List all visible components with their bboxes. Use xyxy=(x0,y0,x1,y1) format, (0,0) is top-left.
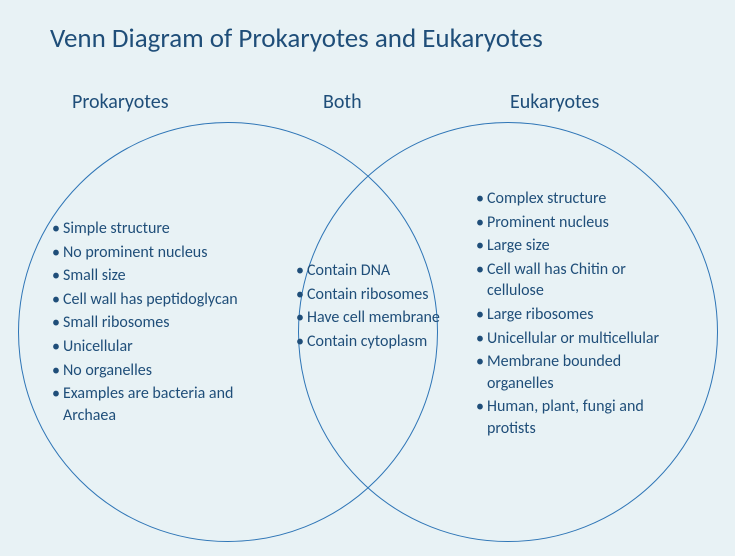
item-text: Human, plant, fungi and protists xyxy=(487,396,676,439)
bullet-icon: • xyxy=(52,265,60,287)
list-item: •Large ribosomes xyxy=(476,304,676,326)
bullet-icon: • xyxy=(476,304,484,326)
item-text: Cell wall has peptidoglycan xyxy=(63,289,252,311)
label-eukaryotes: Eukaryotes xyxy=(510,90,599,114)
list-item: •Contain ribosomes xyxy=(296,284,446,306)
list-item: •No prominent nucleus xyxy=(52,242,252,264)
bullet-icon: • xyxy=(296,284,304,306)
item-text: No prominent nucleus xyxy=(63,242,252,264)
item-text: Simple structure xyxy=(63,218,252,240)
list-item: •Contain cytoplasm xyxy=(296,331,446,353)
bullet-icon: • xyxy=(52,312,60,334)
bullet-icon: • xyxy=(296,331,304,353)
bullet-icon: • xyxy=(476,212,484,234)
bullet-icon: • xyxy=(52,383,60,405)
item-text: Unicellular or multicellular xyxy=(487,328,676,350)
item-text: Complex structure xyxy=(487,188,676,210)
bullet-icon: • xyxy=(476,259,484,281)
list-item: •Membrane bounded organelles xyxy=(476,351,676,394)
list-item: •Small ribosomes xyxy=(52,312,252,334)
bullet-icon: • xyxy=(476,188,484,210)
bullet-icon: • xyxy=(296,307,304,329)
list-item: •Human, plant, fungi and protists xyxy=(476,396,676,439)
list-item: •No organelles xyxy=(52,360,252,382)
list-item: •Cell wall has peptidoglycan xyxy=(52,289,252,311)
list-item: •Simple structure xyxy=(52,218,252,240)
list-item: •Complex structure xyxy=(476,188,676,210)
both-items: •Contain DNA•Contain ribosomes•Have cell… xyxy=(296,260,446,354)
item-text: Examples are bacteria and Archaea xyxy=(63,383,252,426)
bullet-icon: • xyxy=(52,242,60,264)
list-item: •Contain DNA xyxy=(296,260,446,282)
label-both: Both xyxy=(323,90,362,114)
item-text: Cell wall has Chitin or cellulose xyxy=(487,259,676,302)
list-item: •Have cell membrane xyxy=(296,307,446,329)
item-text: Large size xyxy=(487,235,676,257)
eukaryotes-items: •Complex structure•Prominent nucleus•Lar… xyxy=(476,188,676,442)
bullet-icon: • xyxy=(476,328,484,350)
list-item: •Prominent nucleus xyxy=(476,212,676,234)
item-text: Contain cytoplasm xyxy=(307,331,446,353)
item-text: Membrane bounded organelles xyxy=(487,351,676,394)
list-item: •Examples are bacteria and Archaea xyxy=(52,383,252,426)
diagram-title: Venn Diagram of Prokaryotes and Eukaryot… xyxy=(50,22,543,55)
item-text: Large ribosomes xyxy=(487,304,676,326)
bullet-icon: • xyxy=(476,396,484,418)
bullet-icon: • xyxy=(52,289,60,311)
list-item: •Large size xyxy=(476,235,676,257)
bullet-icon: • xyxy=(476,351,484,373)
bullet-icon: • xyxy=(296,260,304,282)
item-text: Prominent nucleus xyxy=(487,212,676,234)
label-prokaryotes: Prokaryotes xyxy=(72,90,169,114)
bullet-icon: • xyxy=(52,218,60,240)
prokaryotes-items: •Simple structure•No prominent nucleus•S… xyxy=(52,218,252,428)
item-text: Contain ribosomes xyxy=(307,284,446,306)
list-item: •Small size xyxy=(52,265,252,287)
bullet-icon: • xyxy=(52,336,60,358)
bullet-icon: • xyxy=(476,235,484,257)
item-text: Have cell membrane xyxy=(307,307,446,329)
item-text: Contain DNA xyxy=(307,260,446,282)
item-text: Small ribosomes xyxy=(63,312,252,334)
bullet-icon: • xyxy=(52,360,60,382)
item-text: Unicellular xyxy=(63,336,252,358)
list-item: •Unicellular xyxy=(52,336,252,358)
list-item: •Cell wall has Chitin or cellulose xyxy=(476,259,676,302)
list-item: •Unicellular or multicellular xyxy=(476,328,676,350)
item-text: Small size xyxy=(63,265,252,287)
item-text: No organelles xyxy=(63,360,252,382)
